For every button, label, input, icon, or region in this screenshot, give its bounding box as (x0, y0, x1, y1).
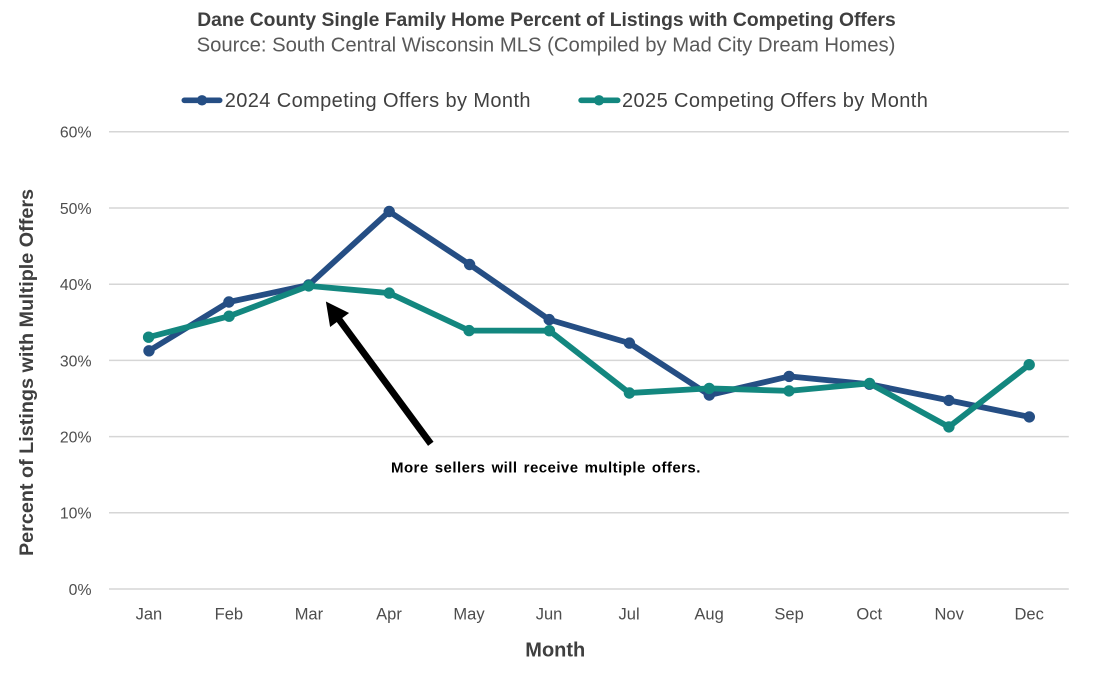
svg-text:Source: South Central Wisconsi: Source: South Central Wisconsin MLS (Com… (197, 35, 896, 57)
svg-text:40%: 40% (60, 277, 92, 294)
svg-text:Nov: Nov (935, 605, 965, 623)
svg-text:Aug: Aug (694, 605, 723, 623)
svg-text:20%: 20% (60, 430, 92, 447)
svg-text:Mar: Mar (295, 605, 324, 623)
svg-text:Jan: Jan (136, 605, 163, 623)
svg-text:Jun: Jun (536, 605, 563, 623)
svg-text:Jul: Jul (619, 605, 640, 623)
svg-text:60%: 60% (60, 125, 92, 142)
svg-text:Percent of Listings with Multi: Percent of Listings with Multiple Offers (16, 189, 38, 556)
svg-text:Dane County Single Family Home: Dane County Single Family Home Percent o… (197, 10, 896, 31)
svg-text:Feb: Feb (215, 605, 243, 623)
svg-text:50%: 50% (60, 201, 92, 218)
svg-text:10%: 10% (60, 506, 92, 523)
svg-text:Sep: Sep (774, 605, 803, 623)
svg-text:May: May (453, 605, 485, 623)
svg-text:Month: Month (525, 639, 585, 661)
svg-text:30%: 30% (60, 353, 92, 370)
svg-text:0%: 0% (69, 582, 92, 599)
svg-text:2024 Competing Offers by Month: 2024 Competing Offers by Month (225, 90, 531, 112)
svg-text:2025 Competing Offers by Month: 2025 Competing Offers by Month (622, 90, 928, 112)
svg-text:Oct: Oct (856, 605, 882, 623)
svg-text:More sellers will receive mult: More sellers will receive multiple offer… (391, 460, 701, 477)
svg-text:Apr: Apr (376, 605, 402, 623)
svg-text:Dec: Dec (1015, 605, 1044, 623)
